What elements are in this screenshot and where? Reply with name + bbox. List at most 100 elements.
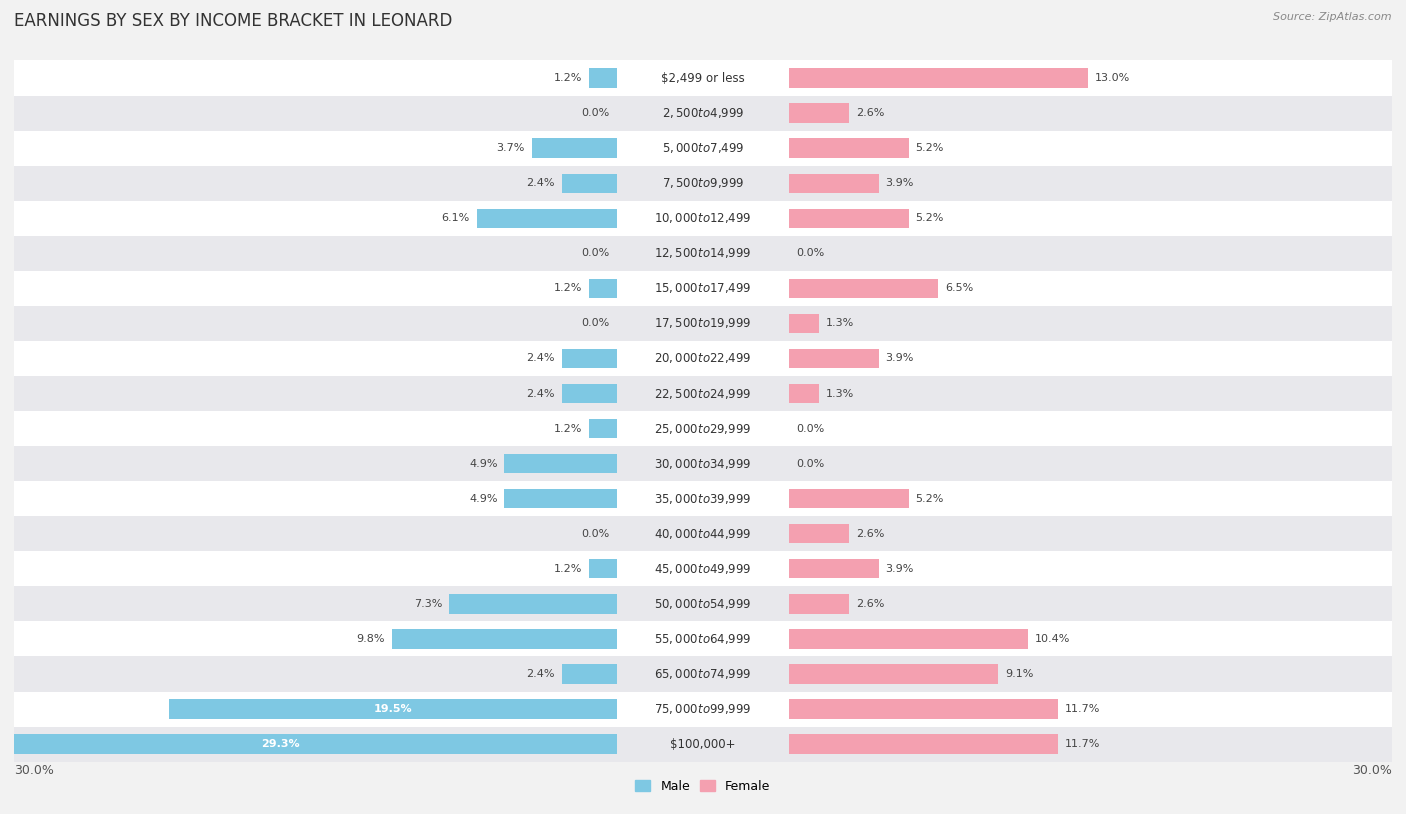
Text: 6.5%: 6.5%: [945, 283, 973, 293]
Bar: [14, 236, 1392, 271]
Bar: [14, 411, 1392, 446]
Text: 1.2%: 1.2%: [554, 423, 582, 434]
Bar: [789, 559, 879, 579]
Text: 30.0%: 30.0%: [1353, 764, 1392, 777]
Bar: [789, 699, 1057, 719]
Text: 30.0%: 30.0%: [14, 764, 53, 777]
Text: $5,000 to $7,499: $5,000 to $7,499: [662, 141, 744, 155]
Text: 11.7%: 11.7%: [1064, 704, 1099, 714]
Text: 3.9%: 3.9%: [886, 178, 914, 188]
Text: 5.2%: 5.2%: [915, 143, 943, 153]
Text: 13.0%: 13.0%: [1094, 73, 1130, 83]
Text: 1.3%: 1.3%: [825, 388, 853, 399]
Bar: [14, 692, 1392, 727]
Bar: [789, 138, 908, 158]
Bar: [14, 166, 1392, 201]
Bar: [789, 208, 908, 228]
Bar: [14, 130, 1392, 166]
Text: $15,000 to $17,499: $15,000 to $17,499: [654, 282, 752, 295]
Bar: [589, 419, 617, 438]
Bar: [562, 173, 617, 193]
Text: 6.1%: 6.1%: [441, 213, 470, 223]
Bar: [789, 384, 818, 403]
Text: 10.4%: 10.4%: [1035, 634, 1070, 644]
Text: $17,500 to $19,999: $17,500 to $19,999: [654, 317, 752, 330]
Text: 7.3%: 7.3%: [413, 599, 443, 609]
Text: $35,000 to $39,999: $35,000 to $39,999: [654, 492, 752, 505]
Text: $20,000 to $22,499: $20,000 to $22,499: [654, 352, 752, 365]
Bar: [0, 734, 617, 754]
Text: $65,000 to $74,999: $65,000 to $74,999: [654, 667, 752, 681]
Bar: [450, 594, 617, 614]
Text: 1.2%: 1.2%: [554, 283, 582, 293]
Text: $50,000 to $54,999: $50,000 to $54,999: [654, 597, 752, 610]
Bar: [562, 664, 617, 684]
Text: 2.6%: 2.6%: [856, 599, 884, 609]
Text: $2,499 or less: $2,499 or less: [661, 72, 745, 85]
Bar: [589, 278, 617, 298]
Text: 1.2%: 1.2%: [554, 564, 582, 574]
Text: 0.0%: 0.0%: [582, 108, 610, 118]
Text: 5.2%: 5.2%: [915, 494, 943, 504]
Text: 0.0%: 0.0%: [582, 318, 610, 328]
Text: 0.0%: 0.0%: [582, 529, 610, 539]
Bar: [14, 341, 1392, 376]
Text: $22,500 to $24,999: $22,500 to $24,999: [654, 387, 752, 400]
Text: $25,000 to $29,999: $25,000 to $29,999: [654, 422, 752, 435]
Text: $10,000 to $12,499: $10,000 to $12,499: [654, 212, 752, 225]
Text: 4.9%: 4.9%: [470, 458, 498, 469]
Text: 3.7%: 3.7%: [496, 143, 524, 153]
Bar: [589, 559, 617, 579]
Text: 2.4%: 2.4%: [526, 353, 555, 364]
Bar: [169, 699, 617, 719]
Text: Source: ZipAtlas.com: Source: ZipAtlas.com: [1274, 12, 1392, 22]
Text: 2.4%: 2.4%: [526, 388, 555, 399]
Bar: [477, 208, 617, 228]
Text: 3.9%: 3.9%: [886, 564, 914, 574]
Text: 29.3%: 29.3%: [262, 739, 299, 749]
Text: $100,000+: $100,000+: [671, 737, 735, 751]
Bar: [789, 103, 849, 123]
Bar: [562, 384, 617, 403]
Text: 2.6%: 2.6%: [856, 529, 884, 539]
Text: $2,500 to $4,999: $2,500 to $4,999: [662, 106, 744, 120]
Bar: [14, 201, 1392, 236]
Text: $12,500 to $14,999: $12,500 to $14,999: [654, 247, 752, 260]
Text: $45,000 to $49,999: $45,000 to $49,999: [654, 562, 752, 575]
Text: 5.2%: 5.2%: [915, 213, 943, 223]
Bar: [562, 349, 617, 368]
Bar: [531, 138, 617, 158]
Text: 4.9%: 4.9%: [470, 494, 498, 504]
Text: 19.5%: 19.5%: [374, 704, 412, 714]
Text: 2.4%: 2.4%: [526, 178, 555, 188]
Text: 9.1%: 9.1%: [1005, 669, 1033, 679]
Text: 3.9%: 3.9%: [886, 353, 914, 364]
Bar: [14, 481, 1392, 516]
Bar: [14, 621, 1392, 656]
Bar: [789, 489, 908, 509]
Legend: Male, Female: Male, Female: [630, 775, 776, 798]
Bar: [789, 68, 1088, 88]
Text: 2.6%: 2.6%: [856, 108, 884, 118]
Bar: [789, 349, 879, 368]
Bar: [392, 629, 617, 649]
Bar: [789, 594, 849, 614]
Bar: [505, 489, 617, 509]
Bar: [14, 306, 1392, 341]
Bar: [14, 727, 1392, 762]
Text: 0.0%: 0.0%: [796, 248, 824, 258]
Bar: [789, 664, 998, 684]
Bar: [589, 68, 617, 88]
Text: EARNINGS BY SEX BY INCOME BRACKET IN LEONARD: EARNINGS BY SEX BY INCOME BRACKET IN LEO…: [14, 12, 453, 30]
Bar: [14, 271, 1392, 306]
Bar: [789, 313, 818, 333]
Text: 0.0%: 0.0%: [796, 423, 824, 434]
Bar: [789, 629, 1028, 649]
Text: $30,000 to $34,999: $30,000 to $34,999: [654, 457, 752, 470]
Text: 2.4%: 2.4%: [526, 669, 555, 679]
Text: $7,500 to $9,999: $7,500 to $9,999: [662, 176, 744, 190]
Bar: [505, 454, 617, 473]
Bar: [14, 551, 1392, 586]
Bar: [14, 446, 1392, 481]
Bar: [14, 60, 1392, 95]
